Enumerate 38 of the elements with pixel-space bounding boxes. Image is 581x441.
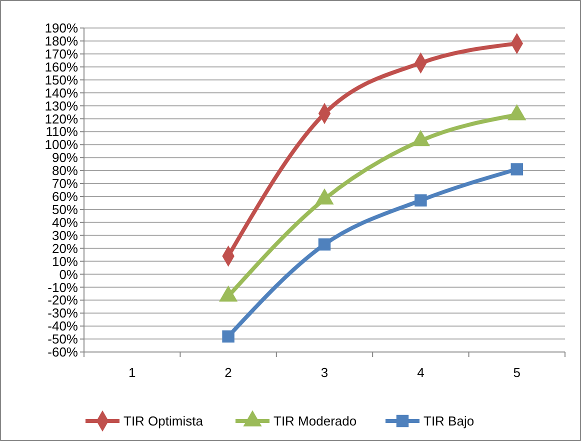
y-tick-label: 30%	[52, 228, 78, 243]
y-tick-label: 140%	[44, 85, 78, 100]
x-tick-label: 2	[224, 365, 232, 380]
point	[222, 330, 234, 343]
y-tick-label: -20%	[48, 292, 78, 308]
y-tick-label: 20%	[52, 240, 78, 256]
y-tick-label: 40%	[52, 214, 78, 230]
y-tick-label: 10%	[52, 254, 78, 269]
y-tick-label: 90%	[52, 150, 78, 166]
y-tick-label: 100%	[44, 137, 78, 152]
legend-label: TIR Optimista	[124, 414, 204, 429]
y-tick-label: 150%	[44, 72, 78, 88]
x-tick-label: 4	[417, 365, 424, 380]
y-tick-label: 170%	[44, 46, 78, 62]
y-tick-label: 60%	[52, 189, 78, 204]
point	[414, 194, 427, 206]
x-tick-label: 3	[320, 365, 328, 380]
y-tick-label: 120%	[44, 111, 78, 126]
y-tick-label: 80%	[52, 163, 78, 178]
y-tick-label: 190%	[44, 20, 78, 36]
y-tick-label: 70%	[52, 176, 78, 192]
y-tick-label: 50%	[52, 202, 78, 217]
y-tick-label: -10%	[48, 280, 78, 295]
legend-label: TIR Bajo	[424, 414, 474, 429]
y-tick-label: -60%	[48, 344, 78, 360]
y-tick-label: 160%	[44, 59, 78, 74]
y-tick-label: 110%	[46, 124, 78, 140]
x-tick-label: 1	[128, 365, 136, 380]
y-tick-label: 130%	[44, 98, 78, 114]
y-tick-label: -40%	[48, 318, 78, 334]
point	[510, 163, 524, 176]
y-tick-label: 0%	[59, 266, 78, 282]
x-tick-label: 5	[513, 365, 521, 380]
point	[318, 238, 331, 251]
legend-label: TIR Moderado	[274, 414, 357, 429]
y-tick-label: 180%	[44, 34, 78, 49]
y-tick-label: -50%	[48, 332, 78, 347]
y-tick-label: -30%	[48, 306, 78, 321]
